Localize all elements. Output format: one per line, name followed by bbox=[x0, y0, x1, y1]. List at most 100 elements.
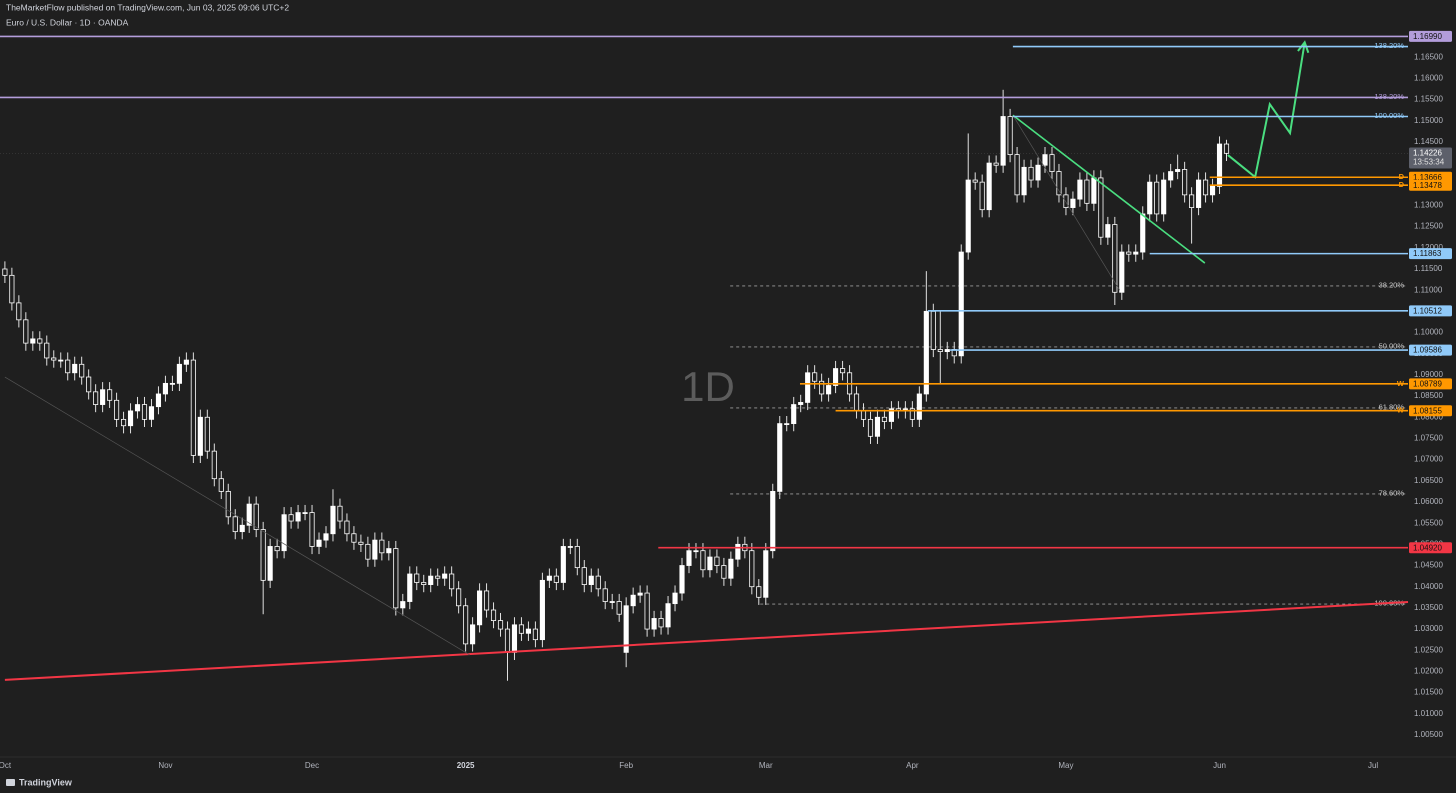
y-tick-label: 1.12500 bbox=[1414, 222, 1443, 231]
y-tick-label: 1.08500 bbox=[1414, 391, 1443, 400]
candle-body bbox=[407, 573, 413, 602]
candle-body bbox=[574, 546, 580, 569]
candle-body bbox=[435, 575, 441, 579]
candle-body bbox=[1175, 169, 1181, 172]
candle-body bbox=[588, 575, 594, 585]
trendline bbox=[1012, 114, 1206, 264]
candle-body bbox=[853, 393, 860, 412]
candle-body bbox=[812, 372, 818, 382]
candle-body bbox=[1182, 169, 1188, 196]
candle-body bbox=[553, 575, 559, 583]
arrow-head bbox=[1297, 40, 1310, 54]
candle-body bbox=[798, 402, 804, 405]
candle-body bbox=[148, 406, 155, 420]
candle-body bbox=[100, 389, 106, 405]
price-badge-label: 1.08155 bbox=[1413, 406, 1442, 415]
y-tick-label: 1.12000 bbox=[1414, 243, 1443, 252]
y-tick-label: 1.08000 bbox=[1414, 412, 1443, 421]
y-tick-label: 1.04000 bbox=[1414, 582, 1443, 591]
candle-body bbox=[204, 416, 210, 452]
candle-body bbox=[274, 546, 280, 552]
candle-body bbox=[337, 505, 343, 522]
candle-body bbox=[686, 550, 692, 566]
fib-label: 78.60% bbox=[1379, 488, 1405, 497]
candle-body bbox=[1119, 251, 1125, 293]
candle-body bbox=[302, 512, 308, 514]
price-badge-label: 1.13666 bbox=[1413, 173, 1442, 182]
fib-label: 50.00% bbox=[1379, 341, 1405, 350]
candle-body bbox=[162, 382, 169, 395]
price-badge-label: 1.10512 bbox=[1413, 306, 1442, 315]
price-badge bbox=[1409, 344, 1452, 356]
price-badge-label: 1.16990 bbox=[1413, 32, 1442, 41]
candle-body bbox=[1209, 185, 1216, 196]
y-tick-label: 1.03500 bbox=[1414, 603, 1443, 612]
level-label: 100.00% bbox=[1374, 111, 1404, 120]
candle-body bbox=[1056, 171, 1062, 196]
candle-body bbox=[253, 503, 259, 530]
candle-body bbox=[867, 418, 874, 437]
candle-body bbox=[1007, 116, 1013, 156]
candle-body bbox=[1147, 181, 1153, 215]
y-tick-label: 1.13000 bbox=[1414, 201, 1443, 210]
y-tick-label: 1.10000 bbox=[1414, 328, 1443, 337]
price-badge-label: 1.11863 bbox=[1413, 249, 1442, 258]
candle-body bbox=[770, 490, 776, 552]
candle-body bbox=[114, 399, 120, 420]
candle-body bbox=[1028, 166, 1034, 181]
candle-body bbox=[658, 618, 664, 628]
trendline bbox=[1012, 115, 1120, 291]
candle-body bbox=[93, 391, 99, 405]
candle-body bbox=[2, 268, 8, 276]
candle-body bbox=[840, 368, 846, 374]
y-tick-label: 1.15500 bbox=[1414, 95, 1443, 104]
price-badge bbox=[1409, 405, 1452, 417]
candle-body bbox=[428, 575, 434, 585]
candle-body bbox=[490, 609, 497, 621]
candle-body bbox=[414, 573, 420, 583]
candle-body bbox=[1098, 177, 1104, 238]
candle-body bbox=[714, 556, 720, 566]
candle-body bbox=[909, 408, 915, 420]
candle-body bbox=[539, 579, 545, 641]
watermark: 1D bbox=[681, 363, 735, 410]
x-tick-label: Jul bbox=[1368, 761, 1378, 770]
x-tick-label: Feb bbox=[619, 761, 633, 770]
candle-body bbox=[511, 624, 518, 653]
candle-body bbox=[365, 543, 371, 560]
price-badge bbox=[1409, 305, 1452, 317]
candle-body bbox=[874, 416, 881, 437]
candle-body bbox=[51, 357, 57, 361]
y-tick-label: 1.00500 bbox=[1414, 730, 1443, 739]
candle-body bbox=[351, 533, 357, 543]
level-tag: W bbox=[1397, 379, 1405, 388]
candle-body bbox=[930, 310, 936, 350]
candle-body bbox=[72, 363, 78, 374]
y-tick-label: 1.06000 bbox=[1414, 497, 1443, 506]
candle-body bbox=[400, 601, 406, 609]
candle-body bbox=[211, 450, 217, 480]
candle-body bbox=[330, 505, 336, 535]
x-tick-label: Mar bbox=[759, 761, 773, 770]
candle-body bbox=[616, 601, 622, 615]
candle-body bbox=[30, 338, 36, 344]
candle-body bbox=[1140, 213, 1146, 253]
y-tick-label: 1.16500 bbox=[1414, 52, 1443, 61]
x-tick-label: Oct bbox=[0, 761, 12, 770]
candle-body bbox=[344, 520, 350, 535]
candle-body bbox=[965, 179, 971, 253]
level-tag: D bbox=[1399, 172, 1405, 181]
candle-body bbox=[23, 319, 29, 344]
candle-body bbox=[44, 342, 50, 359]
x-tick-label: 2025 bbox=[457, 761, 475, 770]
candle-body bbox=[1000, 116, 1006, 166]
candle-body bbox=[316, 539, 322, 547]
candle-body bbox=[225, 490, 231, 518]
candle-body bbox=[295, 512, 301, 522]
candle-body bbox=[784, 423, 790, 426]
current-price-label: 1.14226 bbox=[1413, 149, 1442, 158]
candle-body bbox=[358, 541, 364, 545]
price-badge-label: 1.09586 bbox=[1413, 346, 1442, 355]
y-tick-label: 1.09000 bbox=[1414, 370, 1443, 379]
candle-body bbox=[1077, 179, 1083, 200]
